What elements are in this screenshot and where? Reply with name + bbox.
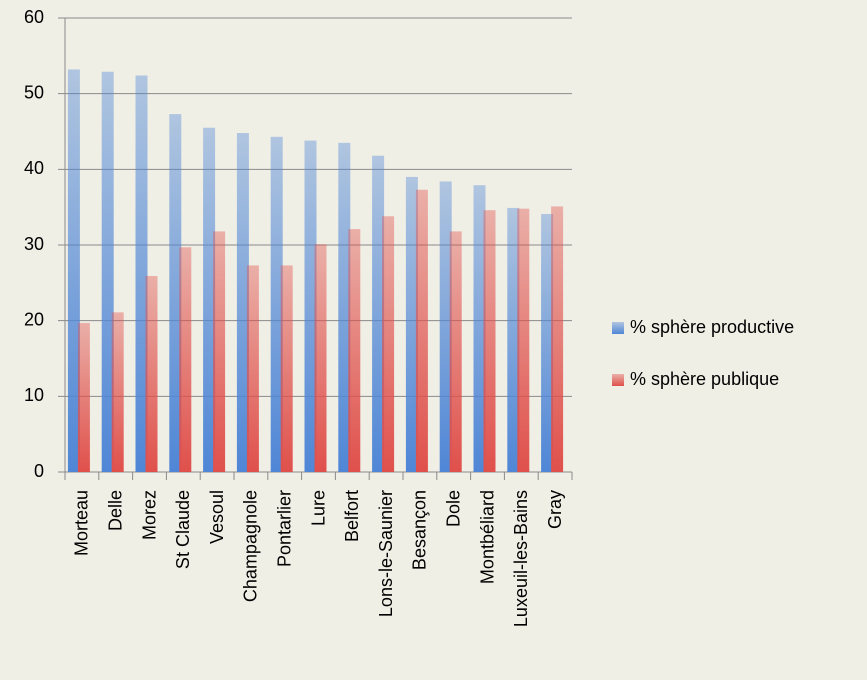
legend-label: % sphère productive xyxy=(630,317,794,337)
bar xyxy=(541,213,554,472)
x-tick-label: Champagnole xyxy=(241,490,261,602)
bar xyxy=(270,136,283,472)
bar xyxy=(415,189,428,472)
bar xyxy=(314,244,327,472)
bar xyxy=(405,176,418,472)
x-tick-label: Delle xyxy=(105,490,125,531)
legend-label: % sphère publique xyxy=(630,369,779,389)
bar xyxy=(449,231,462,472)
bar xyxy=(382,216,395,472)
bar xyxy=(483,210,496,472)
bar xyxy=(203,127,216,472)
x-tick-label: Belfort xyxy=(342,490,362,542)
x-tick-label: Dole xyxy=(443,490,463,527)
x-tick-label: Lure xyxy=(308,490,328,526)
bar xyxy=(111,312,124,472)
bar xyxy=(213,231,226,472)
y-tick-label: 10 xyxy=(24,385,44,405)
bar xyxy=(507,207,520,472)
x-tick-label: Morez xyxy=(139,490,159,540)
x-tick-label: Pontarlier xyxy=(274,490,294,567)
bar xyxy=(236,133,249,472)
x-tick-label: Vesoul xyxy=(207,490,227,544)
bar xyxy=(67,69,80,472)
bar xyxy=(77,322,90,472)
x-tick-label: Gray xyxy=(545,490,565,529)
bar xyxy=(280,265,293,472)
x-tick-label: St Claude xyxy=(173,490,193,569)
y-tick-label: 60 xyxy=(24,7,44,27)
legend-swatch xyxy=(612,374,624,386)
bar xyxy=(179,247,192,472)
bar xyxy=(439,181,452,472)
bar xyxy=(517,208,530,472)
bar xyxy=(101,71,114,473)
bar xyxy=(145,276,158,472)
bar xyxy=(473,185,486,472)
bar xyxy=(135,75,148,473)
y-tick-label: 30 xyxy=(24,234,44,254)
bar xyxy=(551,206,564,472)
bar xyxy=(304,140,317,472)
x-tick-label: Lons-le-Saunier xyxy=(376,490,396,617)
bar xyxy=(338,142,351,472)
x-tick-label: Besançon xyxy=(410,490,430,570)
y-tick-label: 50 xyxy=(24,82,44,102)
bar xyxy=(348,229,361,472)
bar xyxy=(169,114,182,472)
bar xyxy=(246,265,259,472)
bar xyxy=(372,155,385,473)
y-tick-label: 20 xyxy=(24,309,44,329)
y-tick-label: 40 xyxy=(24,158,44,178)
x-tick-label: Morteau xyxy=(72,490,92,556)
legend-swatch xyxy=(612,322,624,334)
x-tick-label: Montbéliard xyxy=(477,490,497,584)
y-tick-label: 0 xyxy=(34,461,44,481)
x-tick-label: Luxeuil-les-Bains xyxy=(511,490,531,627)
